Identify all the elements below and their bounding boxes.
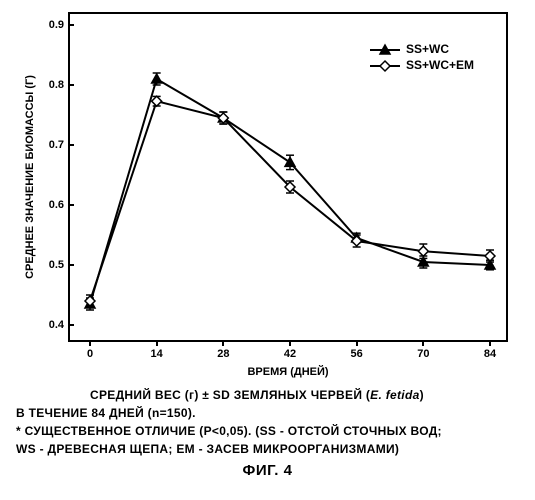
caption-line-4: WS - ДРЕВЕСНАЯ ЩЕПА; ЕМ - ЗАСЕВ МИКРООРГ… [16, 442, 399, 456]
y-tick-label: 0.5 [40, 259, 64, 271]
x-tick-label: 42 [284, 348, 296, 360]
caption-1-italic: E. fetida [370, 388, 419, 402]
x-tick-label: 56 [351, 348, 363, 360]
legend-item-1: SS+WC+EM [406, 58, 474, 72]
y-tick-label: 0.7 [40, 139, 64, 151]
y-tick-label: 0.8 [40, 79, 64, 91]
y-tick [68, 84, 74, 86]
x-tick [89, 340, 91, 346]
caption-1-pre: СРЕДНИЙ ВЕС (г) ± SD ЗЕМЛЯНЫХ ЧЕРВЕЙ ( [90, 388, 370, 402]
y-tick [68, 204, 74, 206]
x-tick [156, 340, 158, 346]
x-tick-label: 0 [87, 348, 93, 360]
x-tick [222, 340, 224, 346]
y-tick [68, 24, 74, 26]
y-tick [68, 324, 74, 326]
x-tick [289, 340, 291, 346]
caption-line-2: В ТЕЧЕНИЕ 84 ДНЕЙ (n=150). [16, 406, 196, 420]
x-tick-label: 14 [151, 348, 163, 360]
x-tick [356, 340, 358, 346]
figure-container: СРЕДНЕЕ ЗНАЧЕНИЕ БИОМАССЫ (Г) ВРЕМЯ (ДНЕ… [0, 0, 535, 500]
x-tick [489, 340, 491, 346]
caption-line-1: СРЕДНИЙ ВЕС (г) ± SD ЗЕМЛЯНЫХ ЧЕРВЕЙ (E.… [90, 388, 424, 402]
x-tick [422, 340, 424, 346]
y-tick-label: 0.4 [40, 319, 64, 331]
y-tick-label: 0.6 [40, 199, 64, 211]
y-tick [68, 264, 74, 266]
y-tick-label: 0.9 [40, 19, 64, 31]
x-tick-label: 28 [217, 348, 229, 360]
figure-label: ФИГ. 4 [243, 462, 293, 479]
caption-1-post: ) [420, 388, 424, 402]
caption-line-3: * СУЩЕСТВЕННОЕ ОТЛИЧИЕ (P<0,05). (SS - О… [16, 424, 442, 438]
y-tick [68, 144, 74, 146]
x-tick-label: 84 [484, 348, 496, 360]
legend-item-0: SS+WC [406, 42, 449, 56]
x-tick-label: 70 [417, 348, 429, 360]
